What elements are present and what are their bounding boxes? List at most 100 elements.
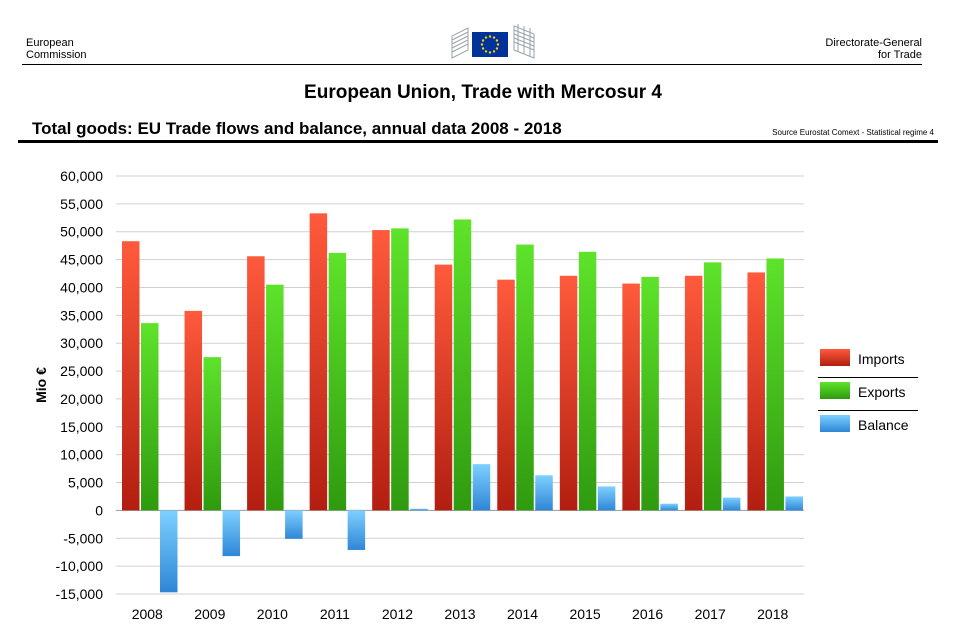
star-icon	[488, 35, 492, 38]
y-tick-label: 15,000	[60, 419, 103, 435]
header-left-line1: European	[26, 37, 74, 49]
header-left-line2: Commission	[26, 49, 87, 61]
x-tick-labels: 2008 2009 2010 2011 2012 2013 2014 2015 2016 2017…	[132, 606, 789, 622]
bar-imports-2011	[309, 213, 328, 511]
bar-balance-2008	[160, 510, 178, 593]
legend-label-imports: Imports	[858, 351, 905, 367]
y-axis-label: Mio €	[33, 367, 49, 403]
star-icon	[495, 39, 499, 42]
bar-balance-2015	[597, 486, 616, 511]
x-tick-label: 2015	[570, 606, 601, 622]
legend-swatch-exports	[820, 382, 850, 399]
star-icon	[488, 51, 492, 54]
bar-exports-2013	[453, 219, 472, 511]
x-tick-label: 2008	[132, 606, 163, 622]
bar-exports-2010	[266, 284, 284, 511]
bar-imports-2017	[684, 275, 703, 511]
star-icon	[496, 43, 500, 46]
star-icon	[484, 50, 488, 53]
bar-balance-2012	[410, 508, 428, 511]
x-tick-label: 2016	[632, 606, 663, 622]
legend-label-balance: Balance	[858, 417, 909, 433]
bar-balance-2016	[660, 503, 678, 511]
bar-exports-2008	[141, 323, 159, 511]
x-tick-label: 2011	[320, 606, 350, 622]
header-left: European Commission	[26, 37, 87, 61]
bar-balance-2010	[285, 510, 303, 539]
bar-imports-2012	[372, 230, 390, 511]
bar-balance-2011	[347, 510, 366, 550]
x-tick-label: 2009	[194, 606, 225, 622]
legend-swatch-imports	[820, 349, 850, 366]
legend-item-exports: Exports	[818, 378, 918, 411]
x-tick-label: 2017	[695, 606, 726, 622]
bar-imports-2016	[622, 283, 640, 511]
bar-imports-2010	[247, 256, 265, 511]
subtitle-divider	[18, 140, 938, 143]
y-tick-label: 20,000	[60, 391, 103, 407]
bar-balance-2018	[785, 496, 803, 511]
bar-imports-2013	[434, 264, 453, 511]
bar-exports-2017	[703, 262, 722, 511]
star-icon	[481, 47, 485, 50]
bars	[122, 213, 803, 593]
chart-legend: Imports Exports Balance	[818, 345, 918, 443]
y-tick-label: 0	[95, 502, 103, 518]
star-icon	[484, 36, 488, 39]
page-title: European Union, Trade with Mercosur 4	[304, 82, 662, 103]
eu-stars-icon	[480, 35, 500, 54]
star-icon	[492, 50, 496, 53]
legend-swatch-balance	[820, 415, 850, 432]
bar-exports-2011	[328, 252, 347, 511]
y-tick-label: 45,000	[60, 252, 103, 268]
y-tick-label: 60,000	[60, 168, 103, 184]
bar-balance-2013	[472, 464, 491, 511]
bar-imports-2018	[747, 272, 765, 511]
bar-imports-2008	[122, 241, 140, 511]
bar-imports-2009	[184, 310, 203, 511]
bar-exports-2016	[641, 276, 659, 511]
star-icon	[481, 39, 485, 42]
y-tick-label: -15,000	[56, 586, 104, 602]
x-tick-label: 2014	[507, 606, 538, 622]
berlaymont-building-icon	[451, 24, 535, 59]
source-note: Source Eurostat Comext - Statistical reg…	[772, 128, 934, 137]
y-tick-label: 35,000	[60, 307, 103, 323]
star-icon	[492, 36, 496, 39]
bar-imports-2015	[559, 275, 578, 511]
legend-item-balance: Balance	[818, 411, 918, 443]
bar-balance-2014	[535, 475, 553, 511]
y-tick-label: 40,000	[60, 279, 103, 295]
legend-item-imports: Imports	[818, 345, 918, 378]
y-tick-label: 5,000	[68, 475, 103, 491]
y-tick-label: 30,000	[60, 335, 103, 351]
bar-exports-2014	[516, 244, 534, 511]
y-tick-label: 50,000	[60, 224, 103, 240]
y-tick-label: -5,000	[63, 530, 103, 546]
bar-imports-2014	[497, 279, 515, 511]
bar-exports-2009	[203, 357, 222, 511]
y-tick-label: 55,000	[60, 196, 103, 212]
bar-exports-2018	[766, 258, 784, 511]
y-tick-label: -10,000	[56, 558, 104, 574]
bar-balance-2009	[222, 510, 241, 557]
x-tick-label: 2013	[444, 606, 475, 622]
legend-label-exports: Exports	[858, 384, 906, 400]
bar-exports-2015	[578, 251, 597, 511]
x-tick-label: 2018	[757, 606, 788, 622]
x-tick-label: 2010	[257, 606, 288, 622]
y-tick-label: 10,000	[60, 447, 103, 463]
bar-balance-2017	[722, 497, 741, 511]
y-tick-labels: -15,000 -10,000 -5,000 0 5,000 10,000 15,000 20…	[56, 168, 104, 602]
header-right: Directorate-General for Trade	[825, 37, 922, 61]
ec-logo	[451, 24, 535, 59]
y-tick-label: 25,000	[60, 363, 103, 379]
header-right-line1: Directorate-General	[825, 37, 922, 49]
bar-exports-2012	[391, 228, 409, 511]
star-icon	[495, 47, 499, 50]
x-tick-label: 2012	[382, 606, 413, 622]
header-right-line2: for Trade	[877, 49, 922, 61]
star-icon	[480, 43, 484, 46]
chart-subtitle: Total goods: EU Trade flows and balance,…	[32, 119, 562, 138]
